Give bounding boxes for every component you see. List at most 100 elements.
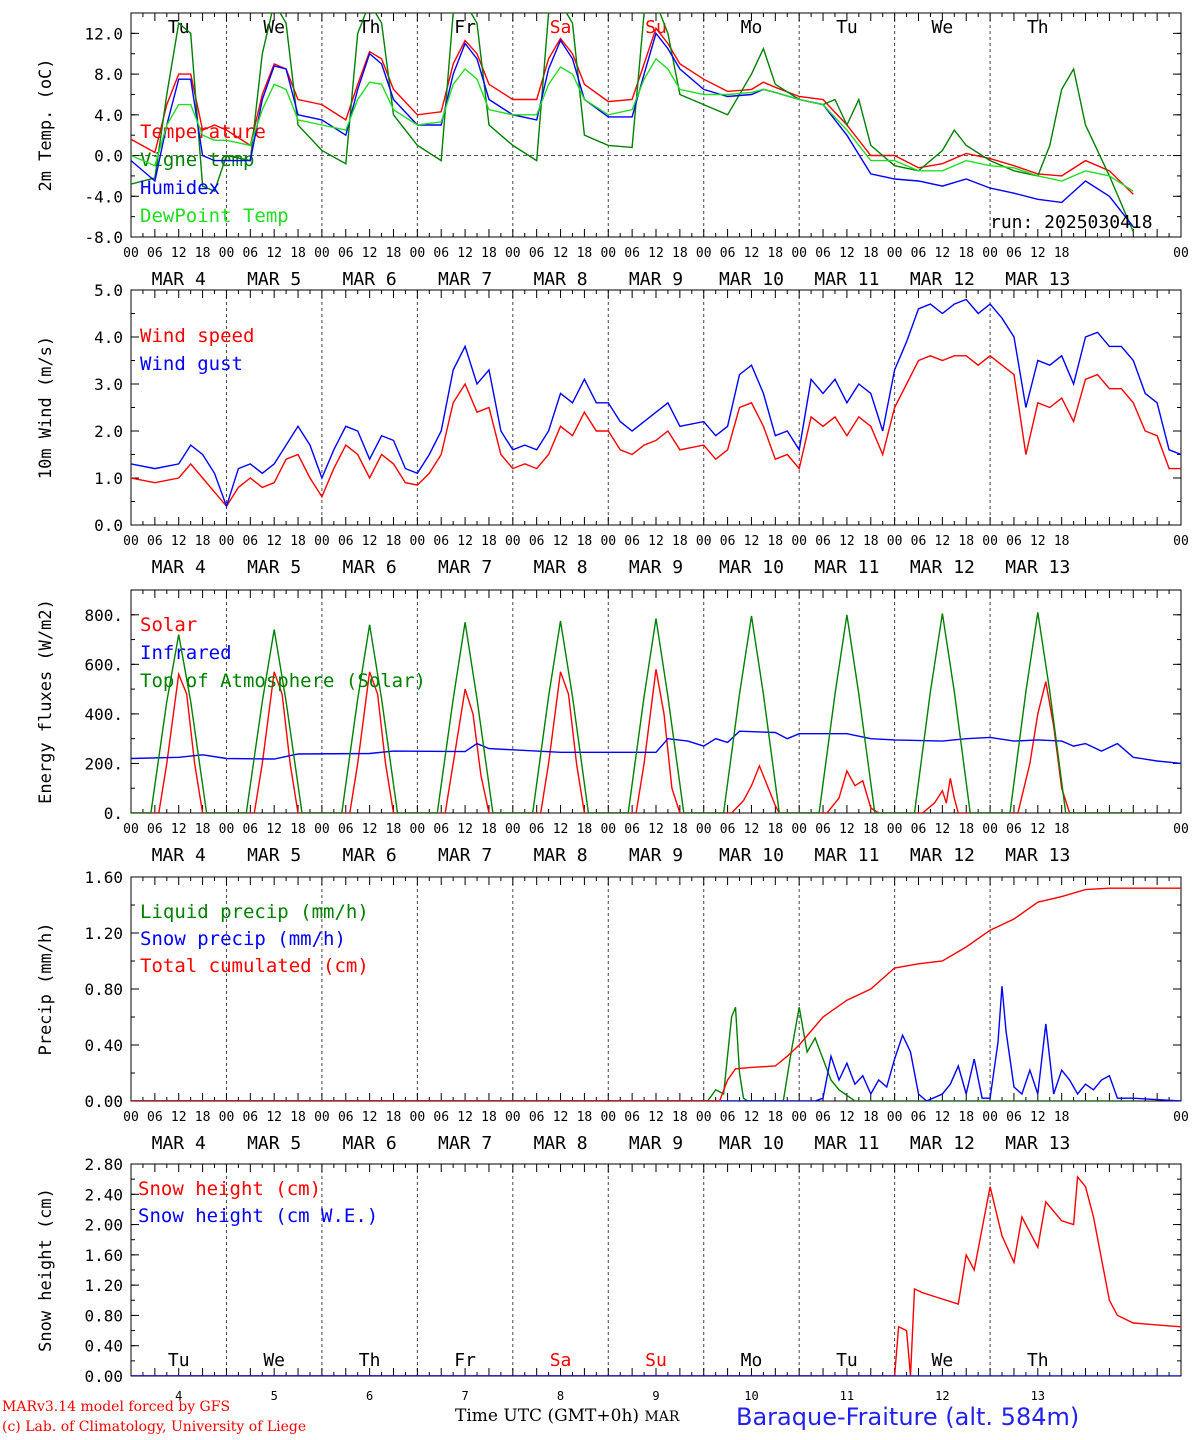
day-name-label: Mo [741,17,763,38]
y-tick-label: -8.0 [84,228,123,247]
x-hour-label: 12 [457,1110,473,1125]
footer-model-line: MARv3.14 model forced by GFS [2,1399,231,1415]
x-date-label: MAR 9 [629,557,683,578]
x-hour-label: 06 [815,822,831,837]
run-annotation: run: 2025030418 [990,212,1153,233]
x-hour-label: 00 [600,822,616,837]
x-date-label: MAR 10 [719,845,784,866]
x-date-label: MAR 11 [814,557,879,578]
y-tick-label: 2.00 [84,1216,123,1235]
x-hour-label: 12 [171,822,187,837]
legend-entry: Top of Atmosphere (Solar) [140,670,426,692]
x-hour-label: 12 [362,246,378,261]
x-hour-label: 00 [505,822,521,837]
x-hour-label: 18 [863,534,879,549]
day-name-label: Tu [168,17,190,38]
y-tick-label: 400. [84,705,123,724]
x-hour-label: 12 [744,1110,760,1125]
series-line-wind-speed [131,354,1181,508]
x-hour-label: 00 [410,246,426,261]
x-date-label: MAR 5 [247,1133,301,1154]
x-hour-label: 00 [410,1110,426,1125]
panel-snow: 0.00 0.40 0.80 1.20 1.60 2.00 2.40 2.80 Snow hei… [36,1155,1182,1403]
x-hour-label: 06 [529,1110,545,1125]
x-hour-label: 00 [314,822,330,837]
x-date-label: MAR 4 [152,845,206,866]
y-tick-label: 0.0 [94,516,123,535]
x-hour-label: 18 [195,822,211,837]
x-hour-label: 18 [577,246,593,261]
x-hour-label: 12 [648,534,664,549]
series-line-wind-gust [131,298,1181,509]
x-hour-label: 18 [863,1110,879,1125]
x-hour-label: 06 [147,246,163,261]
x-date-label: MAR 5 [247,557,301,578]
x-date-label: MAR 8 [533,1133,587,1154]
x-date-label: MAR 7 [438,1133,492,1154]
x-date-label: MAR 10 [719,1133,784,1154]
x-hour-label: 18 [290,1110,306,1125]
series-line-vigne-temp [131,13,1134,233]
time-axis-month: MAR [644,1409,680,1425]
x-hour-label: 06 [242,246,258,261]
x-hour-label: 06 [911,822,927,837]
legend-entry: Snow height (cm W.E.) [138,1205,378,1227]
x-hour-label: 00 [1173,246,1189,261]
day-name-label: Tu [168,1350,190,1371]
legend-entry: DewPoint Temp [140,205,289,227]
series-line-dewpoint-temp [131,57,1134,192]
day-name-label: Su [645,1350,667,1371]
y-tick-label: 0.00 [84,1092,123,1111]
x-hour-label: 18 [195,1110,211,1125]
x-date-label: MAR 9 [629,1133,683,1154]
x-day-number: 5 [271,1389,278,1403]
x-hour-label: 12 [839,246,855,261]
x-hour-label: 12 [744,534,760,549]
x-hour-label: 12 [266,246,282,261]
y-tick-label: 2.80 [84,1155,123,1174]
x-hour-label: 00 [314,1110,330,1125]
y-tick-label: 200. [84,754,123,773]
x-hour-label: 18 [577,534,593,549]
x-hour-label: 18 [1054,822,1070,837]
x-hour-label: 12 [457,246,473,261]
legend-entry: Wind speed [140,325,254,347]
x-hour-label: 18 [672,822,688,837]
station-title: Baraque-Fraiture (alt. 584m) [736,1403,1080,1431]
x-day-number: 10 [744,1389,758,1403]
x-date-label: MAR 8 [533,269,587,290]
x-hour-label: 06 [624,1110,640,1125]
x-hour-label: 00 [982,822,998,837]
x-hour-label: 06 [433,246,449,261]
day-name-label: Tu [836,1350,858,1371]
x-hour-label: 00 [600,534,616,549]
x-hour-label: 12 [171,1110,187,1125]
series-line-top-of-atmosphere-solar- [131,612,1134,813]
x-hour-label: 00 [791,246,807,261]
x-hour-label: 12 [266,534,282,549]
legend-entry: Vigne temp [140,149,254,171]
x-hour-label: 00 [505,1110,521,1125]
x-hour-label: 00 [123,1110,139,1125]
time-axis-title: Time UTC (GMT+0h) [455,1406,640,1426]
x-hour-label: 18 [767,246,783,261]
x-day-number: 13 [1031,1389,1045,1403]
x-hour-label: 18 [958,822,974,837]
day-name-label: Sa [550,1350,572,1371]
x-hour-label: 12 [744,246,760,261]
x-hour-label: 18 [958,246,974,261]
x-hour-label: 06 [1006,534,1022,549]
y-tick-label: 1.20 [84,924,123,943]
x-hour-label: 00 [696,246,712,261]
y-tick-label: 0.40 [84,1036,123,1055]
y-tick-label: 0.80 [84,1306,123,1325]
y-tick-label: 0. [104,804,123,823]
x-hour-label: 00 [600,246,616,261]
x-hour-label: 12 [1030,246,1046,261]
x-hour-label: 00 [123,822,139,837]
y-tick-label: 1.0 [94,469,123,488]
x-hour-label: 06 [242,1110,258,1125]
x-hour-label: 00 [982,534,998,549]
x-hour-label: 12 [839,534,855,549]
x-hour-label: 06 [1006,1110,1022,1125]
